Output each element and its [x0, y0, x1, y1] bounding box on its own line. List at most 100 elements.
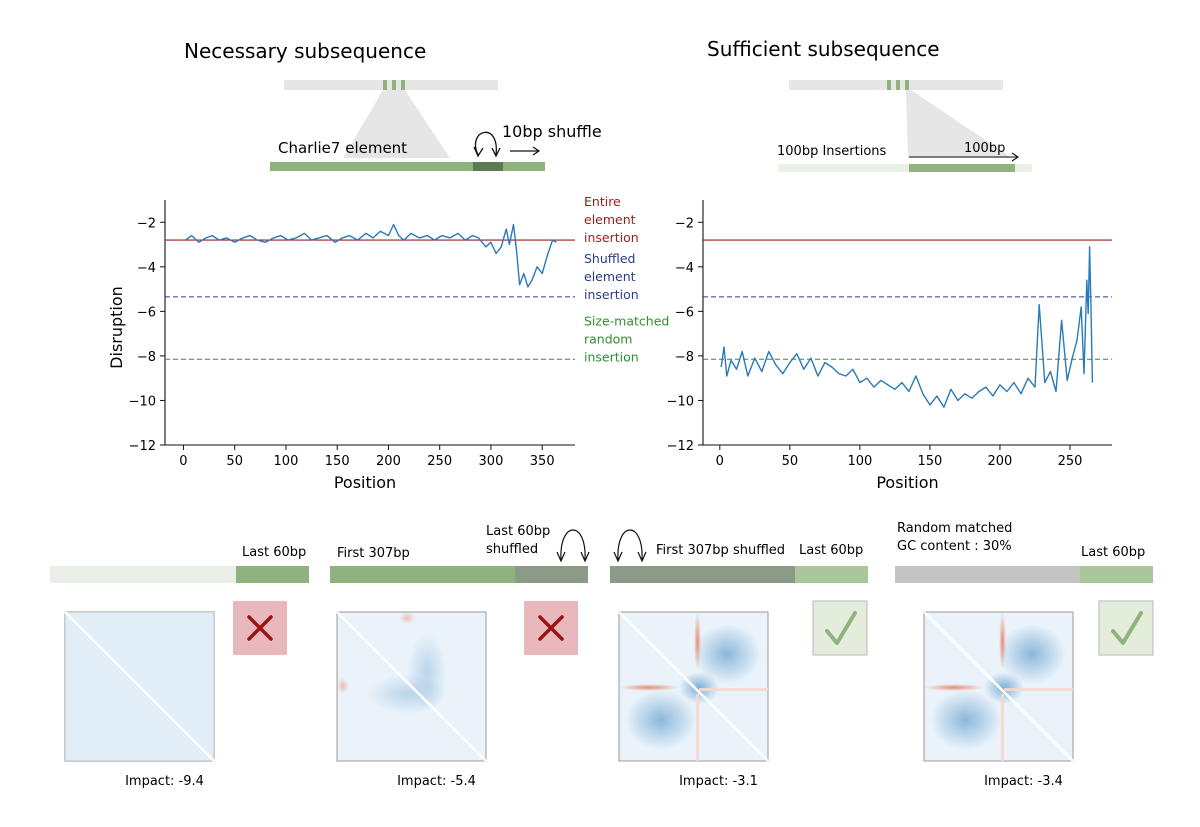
sufficient-chart: −2 −4 −6 −8 −10 −12 0 50 100 150 200 250 Position [667, 200, 1112, 492]
sequence-segment [236, 566, 309, 583]
x-tick-label: 150 [917, 454, 942, 469]
bottom-panel: First 307bp shuffled Last 60bp Impact: -3.… [610, 529, 868, 789]
bottom-panel: Last 60bp Impact: -9.4 [50, 545, 309, 789]
reference-line-label: random [584, 331, 632, 346]
shuffle-window [473, 162, 503, 171]
impact-caption: Impact: -3.1 [679, 774, 758, 789]
y-tick-label: −6 [675, 305, 694, 320]
segment-label: shuffled [486, 542, 538, 557]
window-bar [909, 164, 1015, 172]
genome-track [284, 80, 498, 90]
x-tick-label: 100 [847, 454, 872, 469]
necessary-chart: −2 −4 −6 −8 −10 −12 0 50 100 150 200 250 300 350 Posit… [107, 200, 575, 492]
impact-caption: Impact: -3.4 [984, 774, 1063, 789]
contact-map [923, 611, 1074, 762]
zoom-wedge [906, 90, 1012, 158]
segment-label: Last 60bp [242, 545, 306, 560]
element-stripe [392, 80, 396, 90]
disruption-series [185, 223, 557, 288]
bottom-panels: Last 60bp Impact: -9.4 First 307bp Last 60b… [50, 521, 1154, 789]
segment-label: GC content : 30% [897, 539, 1012, 554]
pass-badge [812, 600, 868, 656]
context-bar [778, 164, 1032, 172]
reference-line-label: Size-matched [584, 313, 669, 328]
x-tick-label: 250 [427, 454, 452, 469]
x-axis-label: Position [334, 473, 396, 492]
x-tick-label: 200 [988, 454, 1013, 469]
y-tick-label: −12 [667, 439, 694, 454]
sufficient-schematic: Sufficient subsequence 100bp Insertions … [707, 37, 1032, 172]
segment-label: First 307bp [337, 546, 410, 561]
x-tick-label: 0 [179, 454, 187, 469]
y-tick-label: −8 [137, 350, 156, 365]
x-tick-label: 150 [325, 454, 350, 469]
y-tick-label: −12 [129, 439, 156, 454]
segment-label: Last 60bp [799, 543, 863, 558]
arrowhead-icon [556, 551, 566, 563]
x-tick-label: 200 [376, 454, 401, 469]
x-tick-label: 350 [530, 454, 555, 469]
reference-line-label: insertion [584, 287, 639, 302]
sufficient-title: Sufficient subsequence [707, 37, 940, 61]
impact-caption: Impact: -5.4 [397, 774, 476, 789]
element-stripe [896, 80, 900, 90]
arrowhead-icon [637, 551, 647, 563]
shuffle-arc-icon [617, 529, 643, 561]
reference-line-label: insertion [584, 349, 639, 364]
y-tick-label: −10 [667, 394, 694, 409]
zoom-wedge [343, 90, 450, 158]
window-label: 100bp [964, 141, 1005, 156]
x-tick-label: 50 [226, 454, 243, 469]
check-icon [1111, 611, 1143, 645]
x-tick-label: 300 [479, 454, 504, 469]
contact-map [336, 611, 487, 762]
shuffle-arc-icon [560, 529, 586, 561]
reference-line-legend: Entire element insertion Shuffled element ins… [584, 194, 669, 364]
y-tick-label: −2 [675, 216, 694, 231]
reference-line-label: insertion [584, 230, 639, 245]
reference-line-label: Shuffled [584, 251, 636, 266]
arrowhead-icon [491, 147, 501, 158]
element-label: Charlie7 element [278, 139, 407, 157]
element-stripe [905, 80, 909, 90]
pass-badge [1098, 600, 1154, 656]
bottom-panel: First 307bp Last 60bp shuffled Impact: -5.4 [330, 524, 590, 789]
x-tick-label: 100 [274, 454, 299, 469]
sequence-segment [610, 566, 795, 583]
segment-label: Last 60bp [486, 524, 550, 539]
insertions-label: 100bp Insertions [777, 144, 887, 159]
segment-label: Random matched [897, 521, 1012, 536]
arrowhead-icon [613, 551, 623, 563]
element-bar [270, 162, 545, 171]
cross-icon [247, 615, 273, 641]
y-axis-label: Disruption [107, 286, 126, 369]
bottom-panel: Random matched GC content : 30% Last 60bp I… [895, 521, 1154, 789]
sequence-segment [1080, 566, 1153, 583]
element-stripe [401, 80, 405, 90]
arrowhead-icon [580, 551, 590, 563]
y-tick-label: −10 [129, 394, 156, 409]
element-stripe [887, 80, 891, 90]
necessary-title: Necessary subsequence [184, 39, 426, 63]
impact-caption: Impact: -9.4 [125, 774, 204, 789]
contact-map [618, 611, 769, 762]
x-tick-label: 50 [782, 454, 799, 469]
y-tick-label: −2 [137, 216, 156, 231]
reference-line-label: Entire [584, 194, 621, 209]
y-tick-label: −6 [137, 305, 156, 320]
arrowhead-icon [1011, 152, 1019, 162]
reference-line-label: element [584, 269, 636, 284]
y-tick-label: −4 [675, 261, 694, 276]
arrowhead-icon [532, 146, 541, 156]
segment-label: First 307bp shuffled [656, 543, 785, 558]
sequence-segment [50, 566, 236, 583]
necessary-schematic: Necessary subsequence Charlie7 element 1… [184, 39, 602, 171]
x-tick-label: 250 [1058, 454, 1083, 469]
segment-label: Last 60bp [1081, 545, 1145, 560]
x-tick-label: 0 [716, 454, 724, 469]
arrowhead-icon [473, 146, 484, 158]
y-tick-label: −4 [137, 261, 156, 276]
y-tick-label: −8 [675, 350, 694, 365]
x-axis-label: Position [876, 473, 938, 492]
